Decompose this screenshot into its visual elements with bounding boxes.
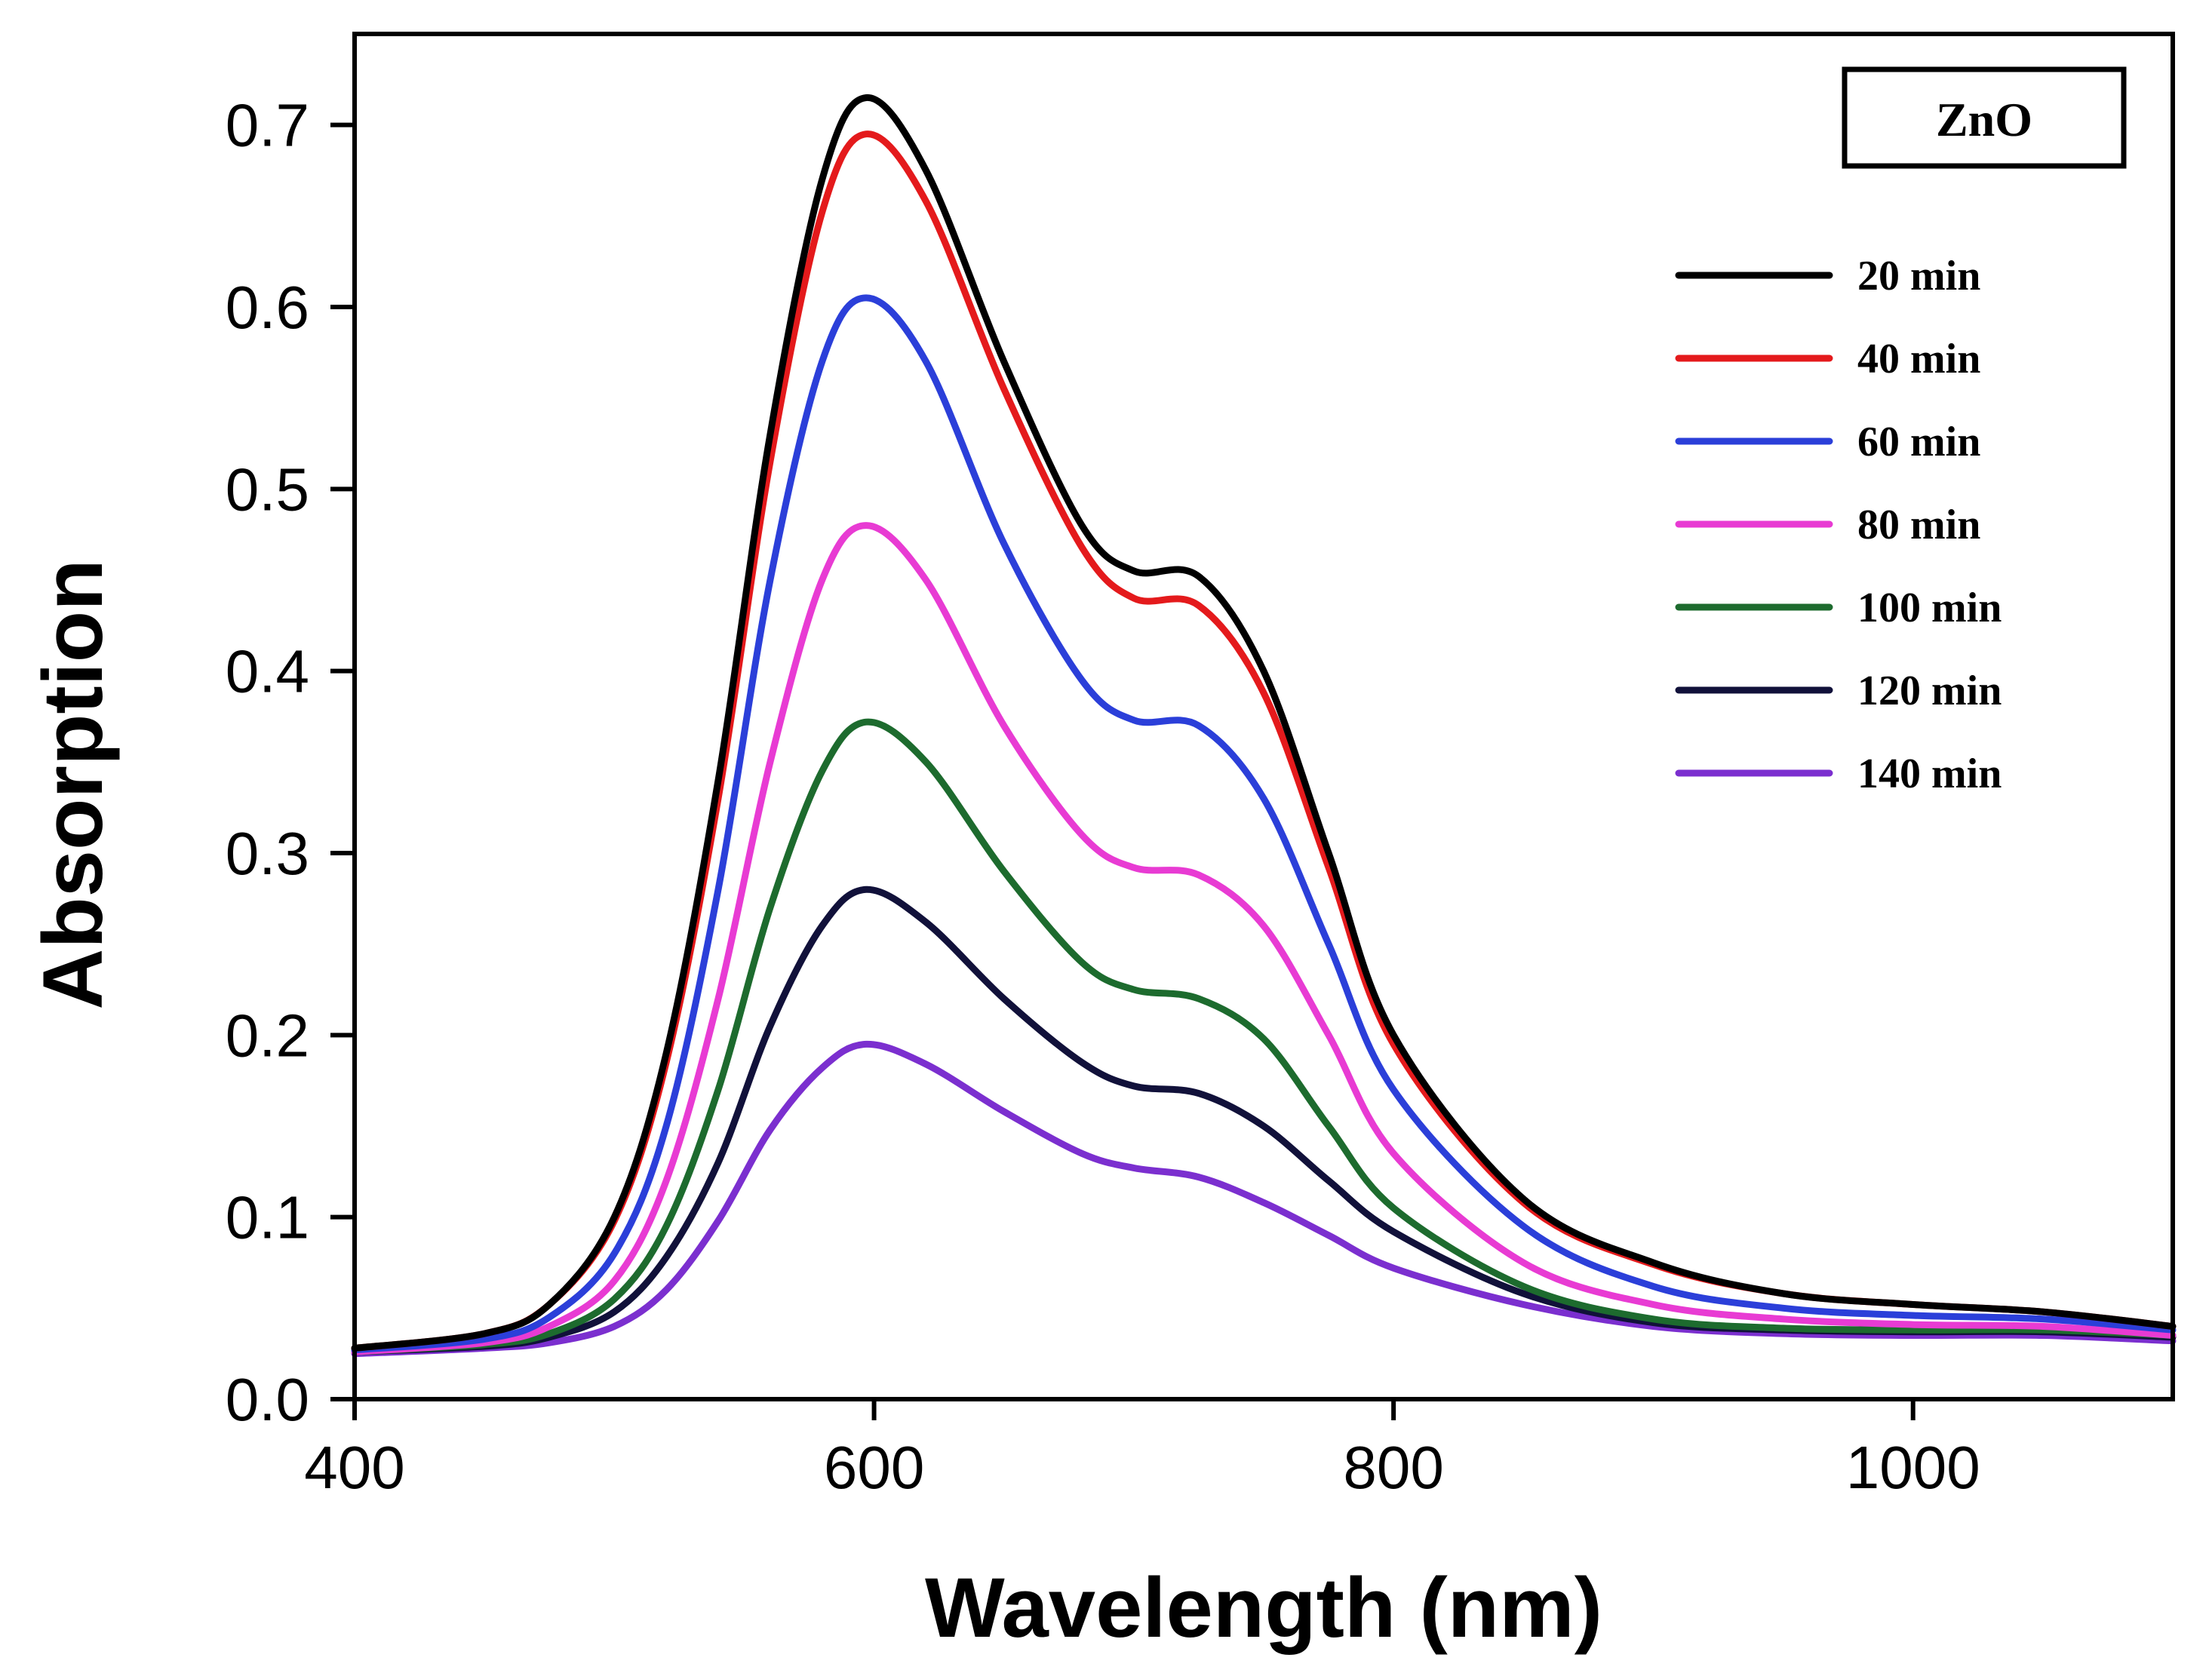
plot-frame [352, 32, 2175, 1401]
y-tick-label: 0.2 [226, 1002, 309, 1069]
legend: 20 min 40 min 60 min 80 min 100 min 120 min 14… [1675, 253, 2002, 797]
y-axis: 0.0 0.1 0.2 0.3 0.4 0.5 0.6 0.7 [226, 92, 355, 1433]
y-tick-label: 0.0 [226, 1366, 309, 1433]
legend-label-100-min: 100 min [1857, 585, 2002, 631]
legend-label-80-min: 80 min [1857, 502, 1980, 548]
x-tick-label: 1000 [1846, 1434, 1980, 1501]
legend-label-140-min: 140 min [1857, 750, 2002, 797]
annotation-box-frame [1842, 66, 2127, 169]
y-axis-title: Absorption [26, 559, 120, 1009]
series-line-60-min [351, 294, 2177, 1354]
legend-label-40-min: 40 min [1857, 336, 1980, 382]
y-tick-label: 0.3 [226, 820, 309, 887]
x-tick-label: 400 [304, 1434, 404, 1501]
legend-label-120-min: 120 min [1857, 668, 2002, 714]
series-line-20-min [351, 94, 2177, 1352]
y-tick-label: 0.6 [226, 274, 309, 341]
x-axis-title: Wavelength (nm) [925, 1561, 1602, 1655]
series-layer [351, 94, 2177, 1358]
x-tick-label: 600 [824, 1434, 924, 1501]
y-tick-label: 0.5 [226, 456, 309, 523]
x-axis: 400 600 800 1000 [304, 1399, 1980, 1501]
y-tick-label: 0.1 [226, 1184, 309, 1251]
series-line-140-min [351, 1040, 2177, 1358]
y-tick-label: 0.7 [226, 92, 309, 159]
series-line-80-min [351, 522, 2177, 1355]
y-tick-label: 0.4 [226, 638, 309, 705]
legend-label-20-min: 20 min [1857, 253, 1980, 299]
annotation-box-label: ZnO [1936, 93, 2032, 146]
annotation-box: ZnO [1842, 66, 2127, 169]
series-line-100-min [351, 718, 2177, 1355]
legend-label-60-min: 60 min [1857, 419, 1980, 465]
x-tick-label: 800 [1343, 1434, 1443, 1501]
